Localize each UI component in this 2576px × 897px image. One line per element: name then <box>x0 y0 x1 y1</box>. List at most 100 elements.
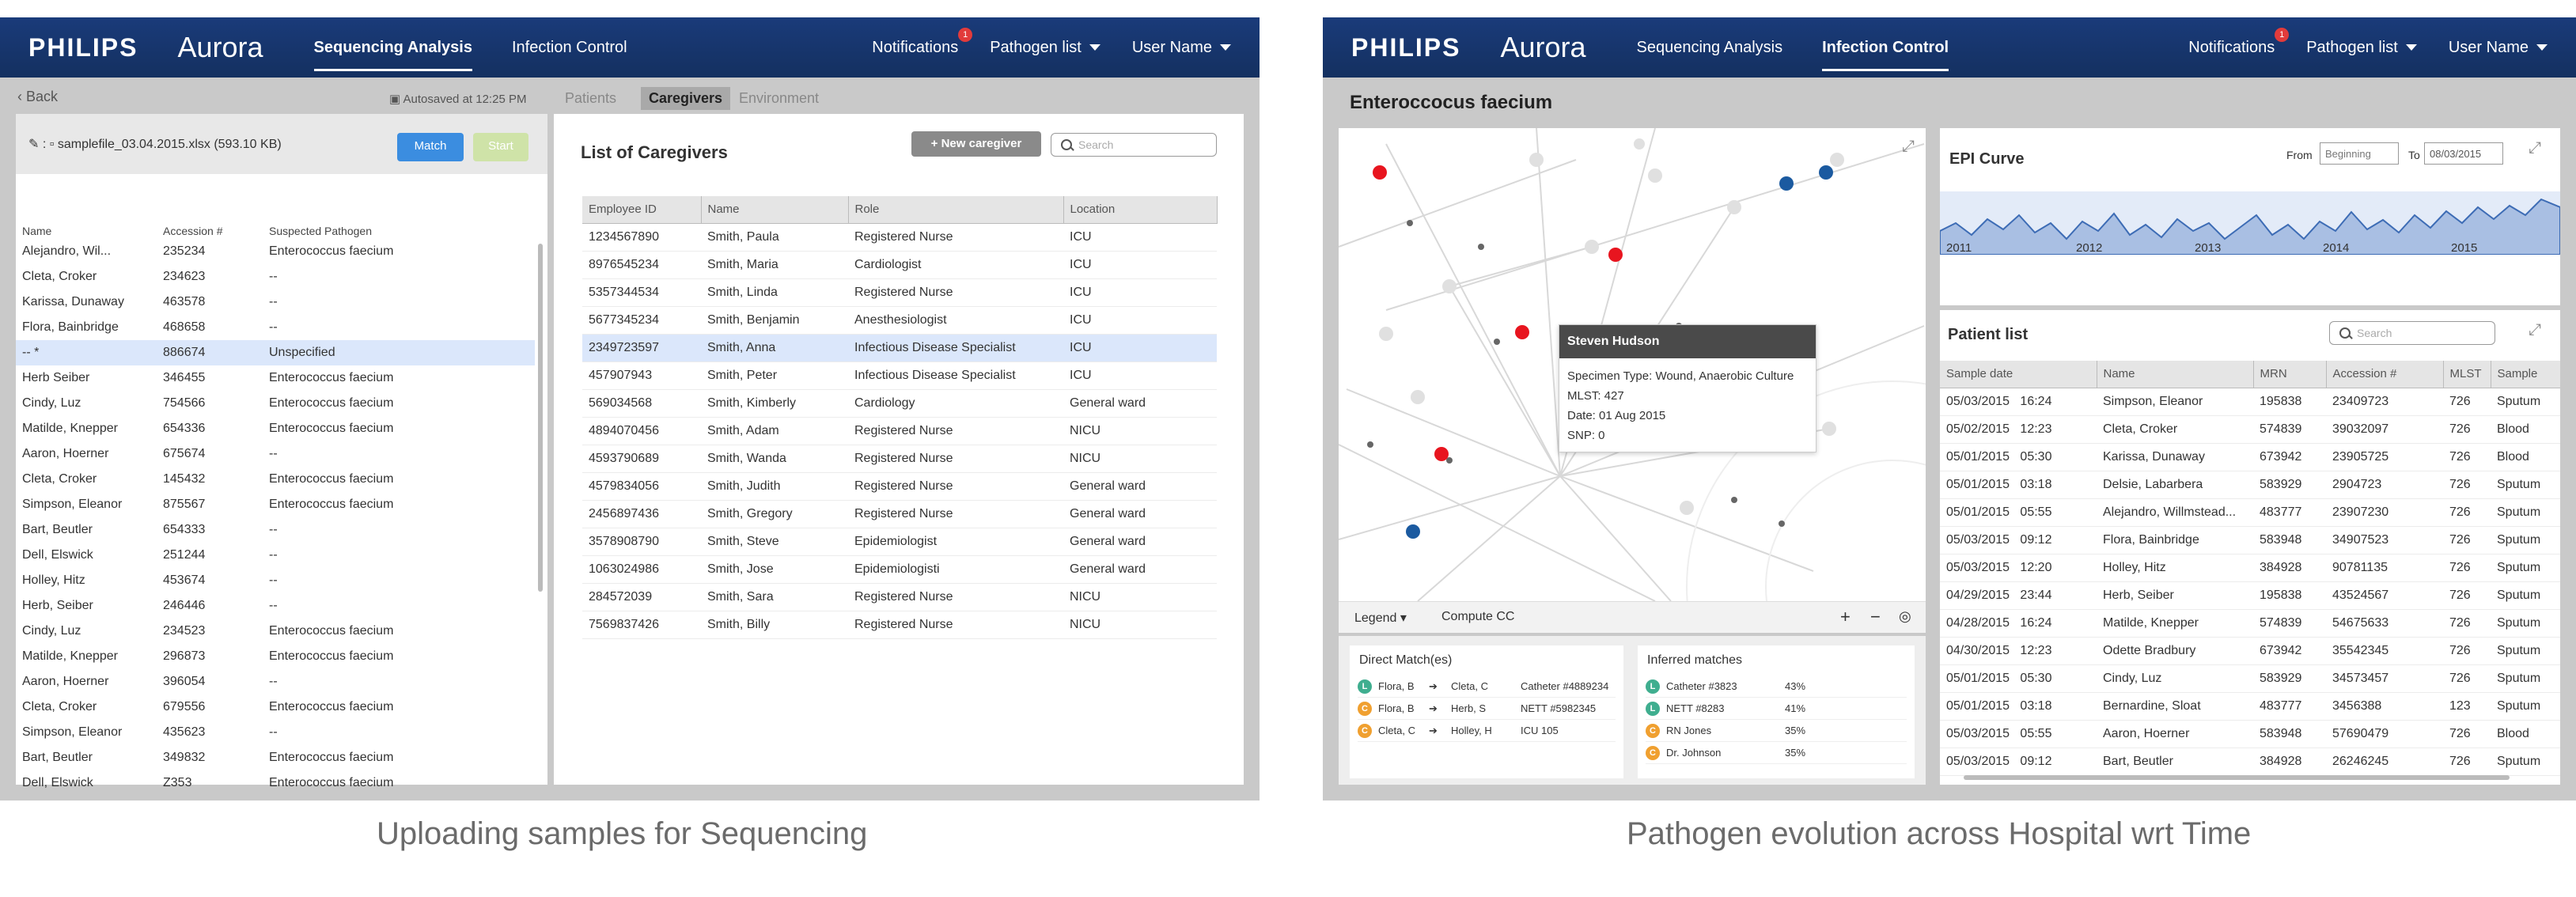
table-row[interactable]: 4579834056 Smith, Judith Registered Nurse G… <box>582 472 1217 501</box>
from-date-input[interactable]: Beginning <box>2320 142 2399 165</box>
table-row[interactable]: 8976545234 Smith, Maria Cardiologist ICU <box>582 251 1217 279</box>
table-row[interactable]: Cleta, Croker 679556 Enterococcus faecium <box>16 695 535 720</box>
table-row[interactable]: 04/28/2015 16:24 Matilde, Knepper 574839 54… <box>1940 609 2560 638</box>
caregiver-search-input[interactable]: Search <box>1051 133 1217 157</box>
table-row[interactable]: 569034568 Smith, Kimberly Cardiology Genera… <box>582 389 1217 418</box>
match-from: Flora, B <box>1378 702 1415 714</box>
table-row[interactable]: Flora, Bainbridge 468658 -- <box>16 315 535 340</box>
patient-mlst: 726 <box>2443 415 2491 444</box>
to-date-input[interactable]: 08/03/2015 <box>2424 142 2503 165</box>
table-row[interactable]: 05/02/2015 12:23 Cleta, Croker 574839 39032… <box>1940 415 2560 444</box>
table-row[interactable]: 05/01/2015 05:30 Karissa, Dunaway 673942 23… <box>1940 443 2560 471</box>
compute-cc-button[interactable]: Compute CC <box>1441 610 1515 623</box>
table-row[interactable]: Cindy, Luz 754566 Enterococcus faecium <box>16 391 535 416</box>
table-row[interactable]: 5677345234 Smith, Benjamin Anesthesiologis… <box>582 306 1217 335</box>
zoom-out-icon[interactable]: − <box>1870 607 1881 626</box>
pathogen-list-menu[interactable]: Pathogen list <box>990 39 1100 57</box>
table-row[interactable]: Aaron, Hoerner 396054 -- <box>16 669 535 695</box>
table-row[interactable]: Cleta, Croker 234623 -- <box>16 264 535 290</box>
table-row[interactable]: Matilde, Knepper 296873 Enterococcus faeci… <box>16 644 535 669</box>
table-row[interactable]: 05/03/2015 12:20 Holley, Hitz 384928 907811… <box>1940 554 2560 582</box>
table-row[interactable]: 7569837426 Smith, Billy Registered Nurse NI… <box>582 611 1217 639</box>
table-row[interactable]: Simpson, Eleanor 435623 -- <box>16 720 535 745</box>
table-row[interactable]: 04/30/2015 12:23 Odette Bradbury 673942 355… <box>1940 637 2560 665</box>
list-item[interactable]: L NETT #8283 41% <box>1646 698 1907 720</box>
tab-sequencing-analysis[interactable]: Sequencing Analysis <box>313 17 473 78</box>
table-row[interactable]: Bart, Beutler 654333 -- <box>16 517 535 543</box>
table-row[interactable]: 05/03/2015 09:12 Flora, Bainbridge 583948 3… <box>1940 526 2560 554</box>
sample-pathogen: -- <box>269 573 278 587</box>
pathogen-list-menu[interactable]: Pathogen list <box>2306 39 2417 57</box>
list-item[interactable]: L Flora, B ➔ Cleta, C Catheter #4889234 <box>1358 676 1616 698</box>
list-item[interactable]: C RN Jones 35% <box>1646 720 1907 742</box>
start-button[interactable]: Start <box>473 133 528 161</box>
year-tick: 2015 <box>2451 241 2477 255</box>
network-graph[interactable]: Steven Hudson Specimen Type: Wound, Anae… <box>1339 128 1926 601</box>
scrollbar[interactable] <box>1964 775 2510 780</box>
epi-curve-sparkline[interactable]: 2011 2012 2013 2014 2015 <box>1940 191 2560 255</box>
table-row[interactable]: 2349723597 Smith, Anna Infectious Disease … <box>582 334 1217 362</box>
table-row[interactable]: 05/03/2015 09:12 Bart, Beutler 384928 26246… <box>1940 748 2560 776</box>
patient-accession: 2904723 <box>2326 471 2443 499</box>
notifications-link[interactable]: Notifications 1 <box>2188 27 2290 57</box>
table-row[interactable]: Cleta, Croker 145432 Enterococcus faecium <box>16 467 535 492</box>
table-row[interactable]: 05/01/2015 03:18 Delsie, Labarbera 583929 2… <box>1940 471 2560 499</box>
caregiver-name: Smith, Benjamin <box>701 306 848 335</box>
table-row[interactable]: 2456897436 Smith, Gregory Registered Nurse… <box>582 500 1217 528</box>
table-row[interactable]: Herb, Seiber 246446 -- <box>16 593 535 619</box>
tab-infection-control[interactable]: Infection Control <box>511 39 627 56</box>
table-row[interactable]: 4593790689 Smith, Wanda Registered Nurse NI… <box>582 445 1217 473</box>
caregiver-role: Registered Nurse <box>848 223 1063 252</box>
table-row[interactable]: Aaron, Hoerner 675674 -- <box>16 441 535 467</box>
scrollbar[interactable] <box>538 244 543 592</box>
back-link[interactable]: ‹ Back <box>17 89 59 104</box>
table-row[interactable]: 5357344534 Smith, Linda Registered Nurse IC… <box>582 278 1217 307</box>
notifications-link[interactable]: Notifications 1 <box>872 27 973 57</box>
table-row[interactable]: 04/29/2015 23:44 Herb, Seiber 195838 435245… <box>1940 581 2560 610</box>
subtab-patients[interactable]: Patients <box>565 90 617 106</box>
tab-sequencing-analysis[interactable]: Sequencing Analysis <box>1636 39 1783 56</box>
zoom-in-icon[interactable]: + <box>1840 607 1851 626</box>
patient-search-input[interactable]: Search <box>2329 321 2495 345</box>
table-row[interactable]: 05/01/2015 05:55 Alejandro, Willmstead...… <box>1940 498 2560 527</box>
table-row[interactable]: Bart, Beutler 349832 Enterococcus faecium <box>16 745 535 770</box>
table-row[interactable]: Cindy, Luz 234523 Enterococcus faecium <box>16 619 535 644</box>
new-caregiver-button[interactable]: + New caregiver <box>911 131 1041 157</box>
caption-right: Pathogen evolution across Hospital wrt T… <box>1627 816 2252 851</box>
user-menu[interactable]: User Name <box>1132 39 1231 57</box>
table-row[interactable]: Karissa, Dunaway 463578 -- <box>16 290 535 315</box>
expand-icon[interactable]: ⤢ <box>1902 138 1915 155</box>
expand-icon[interactable]: ⤢ <box>2529 139 2541 157</box>
table-row[interactable]: 05/01/2015 05:30 Cindy, Luz 583929 34573457… <box>1940 664 2560 693</box>
table-row[interactable]: Holley, Hitz 453674 -- <box>16 568 535 593</box>
list-item[interactable]: C Cleta, C ➔ Holley, H ICU 105 <box>1358 720 1616 742</box>
match-button[interactable]: Match <box>397 133 464 161</box>
tab-infection-control[interactable]: Infection Control <box>1822 17 1949 78</box>
subtab-caregivers[interactable]: Caregivers <box>641 87 731 110</box>
table-row[interactable]: 3578908790 Smith, Steve Epidemiologist Gene… <box>582 528 1217 556</box>
table-row[interactable]: 284572039 Smith, Sara Registered Nurse NICU <box>582 583 1217 611</box>
subtab-environment[interactable]: Environment <box>739 90 820 106</box>
legend-dropdown[interactable]: Legend ▾ <box>1354 611 1407 625</box>
list-item[interactable]: C Dr. Johnson 35% <box>1646 742 1907 764</box>
table-row[interactable]: 1234567890 Smith, Paula Registered Nurse IC… <box>582 223 1217 252</box>
list-item[interactable]: C Flora, B ➔ Herb, S NETT #5982345 <box>1358 698 1616 720</box>
target-icon[interactable]: ◎ <box>1899 608 1911 624</box>
table-row[interactable]: 05/03/2015 16:24 Simpson, Eleanor 195838 23… <box>1940 388 2560 416</box>
table-row[interactable]: -- * 886674 Unspecified <box>16 340 535 365</box>
table-row[interactable]: 1063024986 Smith, Jose Epidemiologisti Gene… <box>582 555 1217 584</box>
table-row[interactable]: Matilde, Knepper 654336 Enterococcus faeci… <box>16 416 535 441</box>
table-row[interactable]: 05/03/2015 05:55 Aaron, Hoerner 583948 5769… <box>1940 720 2560 748</box>
table-row[interactable]: 457907943 Smith, Peter Infectious Disease … <box>582 361 1217 390</box>
table-row[interactable]: 05/01/2015 03:18 Bernardine, Sloat 483777 3… <box>1940 692 2560 721</box>
table-row[interactable]: Dell, Elswick 251244 -- <box>16 543 535 568</box>
user-menu[interactable]: User Name <box>2449 39 2548 57</box>
table-row[interactable]: Simpson, Eleanor 875567 Enterococcus faeci… <box>16 492 535 517</box>
list-item[interactable]: L Catheter #3823 43% <box>1646 676 1907 698</box>
table-row[interactable]: 4894070456 Smith, Adam Registered Nurse NIC… <box>582 417 1217 445</box>
expand-icon[interactable]: ⤢ <box>2529 321 2541 339</box>
table-row[interactable]: Dell, Elswick Z353 Enterococcus faecium <box>16 770 535 796</box>
table-row[interactable]: Herb Seiber 346455 Enterococcus faecium <box>16 365 535 391</box>
match-source: Catheter #4889234 <box>1521 680 1609 692</box>
table-row[interactable]: Alejandro, Wil... 235234 Enterococcus faec… <box>16 239 535 264</box>
